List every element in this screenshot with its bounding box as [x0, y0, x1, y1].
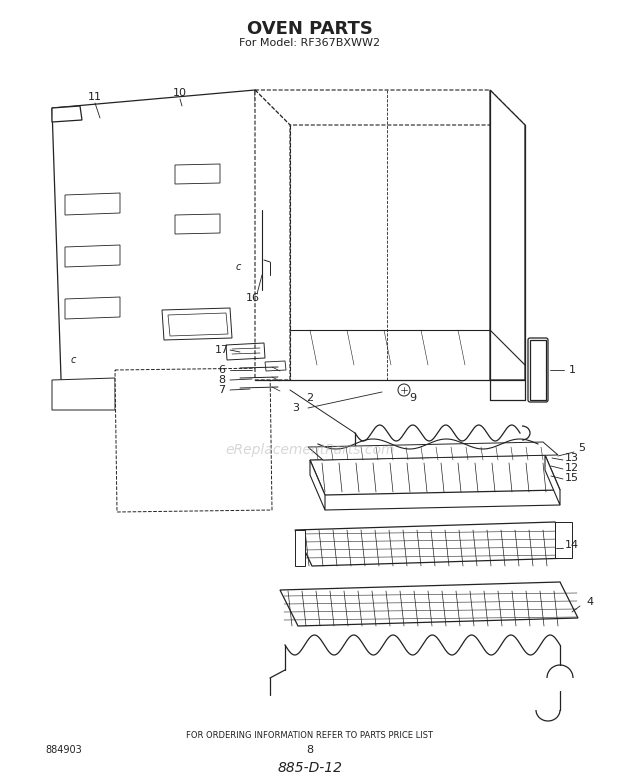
Text: c: c	[70, 355, 76, 365]
Polygon shape	[255, 90, 290, 380]
Text: 7: 7	[218, 385, 226, 395]
Text: eReplacementParts.com: eReplacementParts.com	[225, 443, 395, 457]
Text: 1: 1	[569, 365, 575, 375]
Polygon shape	[310, 460, 325, 510]
Polygon shape	[52, 378, 115, 410]
Polygon shape	[52, 106, 82, 122]
Polygon shape	[490, 90, 525, 380]
Text: 14: 14	[565, 540, 579, 550]
Text: 3: 3	[293, 403, 299, 413]
Text: 17: 17	[215, 345, 229, 355]
Polygon shape	[115, 368, 272, 512]
Circle shape	[398, 384, 410, 396]
Polygon shape	[310, 455, 560, 495]
Text: 884903: 884903	[45, 745, 82, 755]
Text: 8: 8	[218, 375, 226, 385]
Text: 16: 16	[246, 293, 260, 303]
Text: 12: 12	[565, 463, 579, 473]
Polygon shape	[255, 90, 525, 125]
Text: 15: 15	[565, 473, 579, 483]
Text: 5: 5	[578, 443, 585, 453]
Ellipse shape	[173, 134, 197, 156]
Polygon shape	[530, 340, 546, 400]
Text: 9: 9	[409, 393, 417, 403]
Text: For Model: RF367BXWW2: For Model: RF367BXWW2	[239, 38, 381, 48]
Ellipse shape	[357, 93, 417, 121]
Text: 11: 11	[88, 92, 102, 102]
Text: 8: 8	[306, 745, 314, 755]
Ellipse shape	[260, 222, 274, 238]
Text: 6: 6	[218, 365, 226, 375]
Polygon shape	[280, 582, 578, 626]
FancyBboxPatch shape	[528, 338, 548, 402]
Ellipse shape	[124, 239, 192, 301]
Polygon shape	[295, 522, 572, 566]
Polygon shape	[295, 530, 305, 566]
Ellipse shape	[407, 464, 463, 484]
Polygon shape	[52, 90, 265, 408]
Polygon shape	[308, 442, 558, 460]
Text: 885-D-12: 885-D-12	[278, 761, 342, 775]
Polygon shape	[555, 522, 572, 558]
Text: FOR ORDERING INFORMATION REFER TO PARTS PRICE LIST: FOR ORDERING INFORMATION REFER TO PARTS …	[187, 731, 433, 739]
Text: c: c	[236, 262, 241, 272]
Text: 13: 13	[565, 453, 579, 463]
Text: 2: 2	[306, 393, 314, 403]
Text: 10: 10	[173, 88, 187, 98]
Text: 4: 4	[587, 597, 593, 607]
Polygon shape	[545, 455, 560, 505]
Text: OVEN PARTS: OVEN PARTS	[247, 20, 373, 38]
